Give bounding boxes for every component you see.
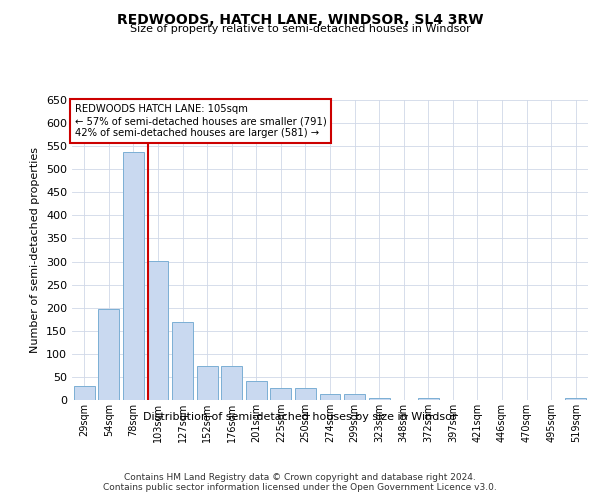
Text: REDWOODS HATCH LANE: 105sqm
← 57% of semi-detached houses are smaller (791)
42% : REDWOODS HATCH LANE: 105sqm ← 57% of sem… xyxy=(74,104,326,138)
Text: REDWOODS, HATCH LANE, WINDSOR, SL4 3RW: REDWOODS, HATCH LANE, WINDSOR, SL4 3RW xyxy=(117,12,483,26)
Bar xyxy=(565,398,586,400)
Bar xyxy=(246,380,267,400)
Bar xyxy=(148,260,169,400)
Text: Contains HM Land Registry data © Crown copyright and database right 2024.: Contains HM Land Registry data © Crown c… xyxy=(124,472,476,482)
Bar xyxy=(271,388,292,400)
Bar xyxy=(344,394,365,400)
Bar xyxy=(123,152,144,400)
Bar xyxy=(74,386,95,400)
Bar xyxy=(368,398,389,400)
Bar xyxy=(98,308,119,400)
Bar xyxy=(197,366,218,400)
Bar xyxy=(221,366,242,400)
Bar xyxy=(172,322,193,400)
Text: Distribution of semi-detached houses by size in Windsor: Distribution of semi-detached houses by … xyxy=(143,412,457,422)
Bar xyxy=(418,398,439,400)
Bar xyxy=(295,388,316,400)
Bar xyxy=(320,394,340,400)
Text: Size of property relative to semi-detached houses in Windsor: Size of property relative to semi-detach… xyxy=(130,24,470,34)
Y-axis label: Number of semi-detached properties: Number of semi-detached properties xyxy=(31,147,40,353)
Text: Contains public sector information licensed under the Open Government Licence v3: Contains public sector information licen… xyxy=(103,484,497,492)
